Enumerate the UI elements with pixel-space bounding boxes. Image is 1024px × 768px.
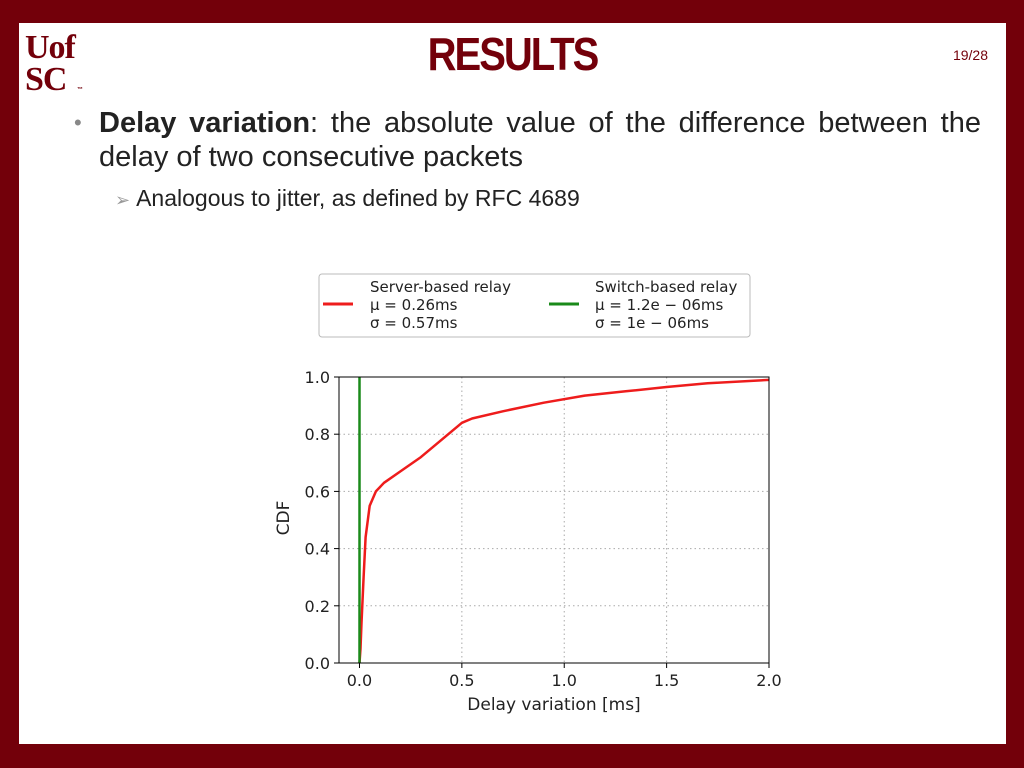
x-axis-ticks: 0.0 0.5 1.0 1.5 2.0 bbox=[347, 663, 782, 690]
legend-label-switch: Switch-based relay bbox=[595, 278, 737, 296]
legend-stat-server-mu: μ = 0.26ms bbox=[370, 296, 458, 314]
sub-bullet-text: Analogous to jitter, as defined by RFC 4… bbox=[136, 185, 580, 211]
legend-stat-switch-mu: μ = 1.2e − 06ms bbox=[595, 296, 724, 314]
y-tick-label: 0.0 bbox=[305, 654, 330, 673]
x-tick-label: 1.5 bbox=[654, 671, 679, 690]
legend-label-server: Server-based relay bbox=[370, 278, 511, 296]
logo-trademark: ™ bbox=[77, 87, 83, 93]
cdf-chart: Server-based relay μ = 0.26ms σ = 0.57ms… bbox=[274, 273, 782, 715]
bullet-delay-variation: • Delay variation: the absolute value of… bbox=[74, 106, 981, 174]
page-number: 19/28 bbox=[952, 47, 988, 63]
y-tick-label: 0.8 bbox=[305, 425, 330, 444]
legend: Server-based relay μ = 0.26ms σ = 0.57ms… bbox=[318, 273, 751, 338]
sub-bullet-jitter: ➢ Analogous to jitter, as defined by RFC … bbox=[115, 185, 580, 212]
y-tick-label: 0.6 bbox=[305, 482, 330, 501]
grid-lines bbox=[339, 376, 770, 664]
slide: Uof SC ™ RESULTS 19/28 • Delay variation… bbox=[19, 23, 1006, 744]
x-tick-label: 0.0 bbox=[347, 671, 372, 690]
series-lines bbox=[358, 377, 770, 664]
x-axis-label: Delay variation [ms] bbox=[467, 695, 640, 715]
x-tick-label: 2.0 bbox=[756, 671, 781, 690]
series-line-server bbox=[358, 378, 770, 664]
y-tick-label: 0.2 bbox=[305, 597, 330, 616]
arrow-bullet-icon: ➢ bbox=[115, 190, 131, 210]
y-axis-ticks: 0.0 0.2 0.4 0.6 0.8 1.0 bbox=[305, 368, 339, 673]
logo-line-1: Uof bbox=[25, 29, 76, 66]
bullet-bold-term: Delay variation bbox=[99, 107, 311, 139]
x-tick-label: 0.5 bbox=[449, 671, 474, 690]
y-tick-label: 1.0 bbox=[305, 368, 330, 387]
legend-stat-switch-sigma: σ = 1e − 06ms bbox=[595, 314, 709, 332]
bullet-definition: : the absolute value of the difference b… bbox=[99, 107, 981, 173]
logo-line-2: SC bbox=[25, 61, 67, 98]
slide-title: RESULTS bbox=[427, 29, 600, 81]
plot-frame bbox=[338, 376, 770, 664]
bullet-dot-icon: • bbox=[74, 110, 82, 135]
y-tick-label: 0.4 bbox=[305, 540, 330, 559]
y-axis-label: CDF bbox=[274, 501, 294, 536]
usc-logo: Uof SC ™ bbox=[25, 29, 95, 98]
x-tick-label: 1.0 bbox=[552, 671, 577, 690]
legend-box bbox=[318, 273, 751, 338]
legend-stat-server-sigma: σ = 0.57ms bbox=[370, 314, 458, 332]
